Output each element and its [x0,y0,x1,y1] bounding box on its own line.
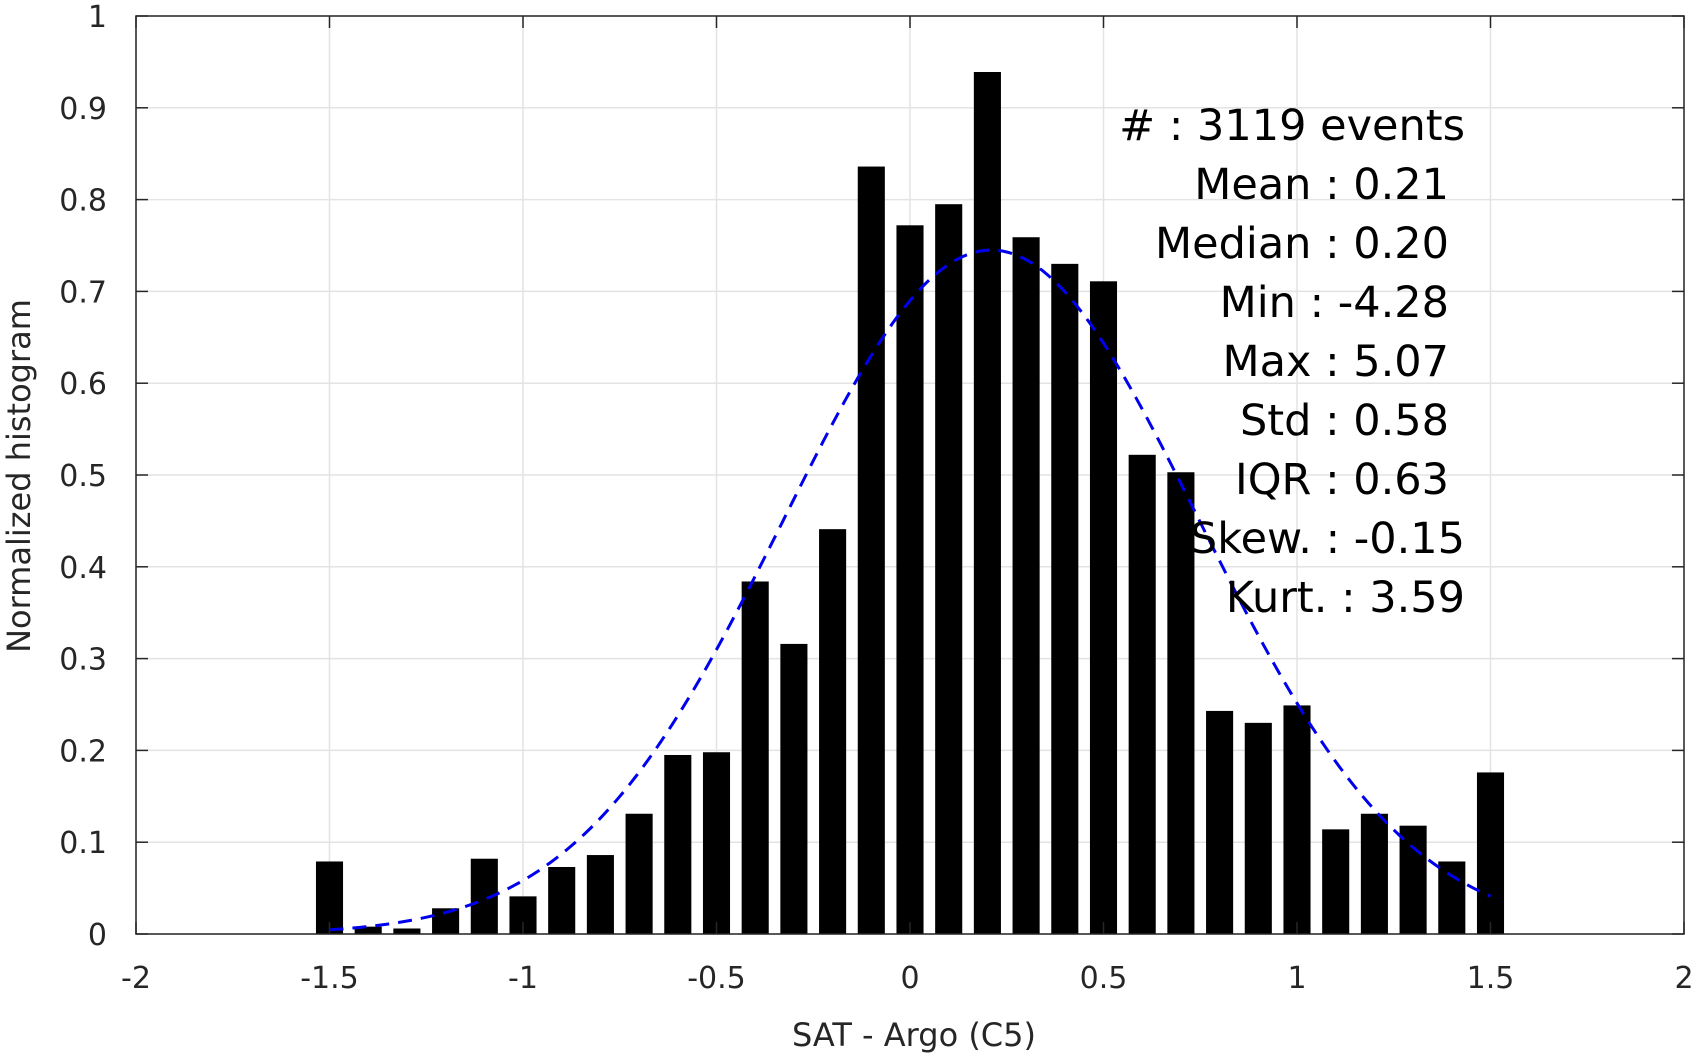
stats-line: Mean : 0.21 [1194,160,1449,210]
axes [135,15,1685,935]
histogram-bar [586,855,614,934]
y-tick-label: 0.3 [59,643,107,678]
histogram-bar [819,529,847,934]
stats-line: IQR : 0.63 [1235,455,1449,505]
stats-line: Max : 5.07 [1223,337,1449,387]
histogram-bar [354,926,382,934]
histogram-bar [741,581,769,934]
histogram-bar [393,928,421,934]
x-tick-label: 2 [1674,961,1693,996]
y-tick-label: 0.4 [59,551,107,586]
histogram-bar [1438,861,1466,934]
histogram-bar [1051,263,1079,934]
y-tick-label: 1 [88,0,107,35]
y-tick-label: 0.6 [59,367,107,402]
x-tick-label: 0 [900,961,919,996]
histogram-bar [896,225,924,934]
y-axis-label: Normalized histogram [0,299,38,653]
histogram-bar [1476,772,1505,934]
y-tick-label: 0.8 [59,184,107,219]
x-tick-label: -1 [508,961,538,996]
stats-annotations: # : 3119 events Mean : 0.21 Median : 0.20 M… [1119,101,1465,623]
stats-line: Std : 0.58 [1240,396,1449,446]
x-tick-label: -2 [121,961,151,996]
x-tick-label: -1.5 [300,961,359,996]
y-tick-label: 0.1 [59,826,107,861]
x-tick-label: 1 [1287,961,1306,996]
histogram-bar [1167,472,1195,934]
histogram-bar [1128,454,1156,934]
y-tick-label: 0.7 [59,275,107,310]
stats-line: Skew. : -0.15 [1190,514,1465,564]
x-tick-label: 0.5 [1080,961,1128,996]
fit-curve [329,248,1492,932]
y-tick-label: 0.9 [59,92,107,127]
tick-labels: -2 -1.5 -1 -0.5 0 0.5 1 1.5 2 0 0.1 0.2 0.3 0.4 0.5 0.6… [59,0,1693,996]
stats-line: # : 3119 events [1119,101,1465,151]
bars [315,71,1505,935]
histogram-bar [1360,813,1388,934]
stats-line: Min : -4.28 [1220,278,1449,328]
stats-line: Kurt. : 3.59 [1226,573,1465,623]
x-tick-label: 1.5 [1467,961,1515,996]
histogram-bar [1244,722,1272,934]
y-tick-label: 0 [88,918,107,953]
stats-line: Median : 0.20 [1155,219,1449,269]
histogram-bar [625,813,653,934]
x-axis-label: SAT - Argo (C5) [792,1016,1036,1054]
histogram-bar [857,166,885,934]
histogram-bar [1399,825,1427,934]
histogram-bar [548,866,576,934]
histogram-bar [1089,281,1118,934]
histogram-bar [664,754,692,934]
histogram-bar [973,71,1001,935]
histogram-bar [1322,829,1350,934]
histogram-bar [315,861,344,934]
histogram-bar [1012,237,1040,934]
histogram-bar [702,752,731,934]
histogram-bar [780,643,808,934]
normal-fit-curve [329,248,1492,932]
x-tick-label: -0.5 [687,961,746,996]
histogram-bar [935,204,963,934]
histogram-bar [1283,705,1311,934]
histogram-bar [1206,710,1234,934]
y-tick-label: 0.5 [59,459,107,494]
y-tick-label: 0.2 [59,734,107,769]
